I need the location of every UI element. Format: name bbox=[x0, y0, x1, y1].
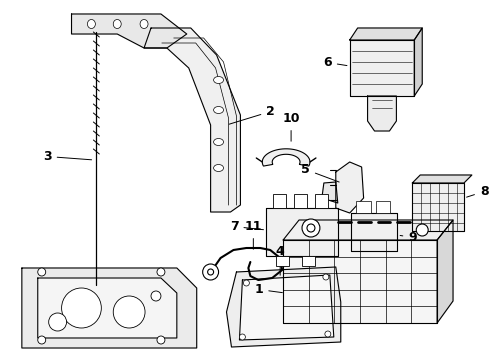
Circle shape bbox=[49, 313, 67, 331]
Ellipse shape bbox=[214, 107, 223, 113]
Circle shape bbox=[307, 224, 315, 232]
Circle shape bbox=[38, 336, 46, 344]
Polygon shape bbox=[351, 213, 397, 251]
Circle shape bbox=[302, 219, 320, 237]
Text: 2: 2 bbox=[229, 105, 275, 124]
Circle shape bbox=[208, 269, 214, 275]
Polygon shape bbox=[240, 275, 334, 340]
Bar bbox=[294, 194, 307, 208]
Polygon shape bbox=[144, 28, 241, 212]
Bar bbox=[315, 194, 328, 208]
Circle shape bbox=[157, 336, 165, 344]
Text: 4: 4 bbox=[276, 245, 285, 275]
Text: 6: 6 bbox=[323, 56, 347, 69]
Polygon shape bbox=[322, 182, 338, 203]
Ellipse shape bbox=[214, 139, 223, 145]
Text: 8: 8 bbox=[466, 185, 489, 198]
Bar bbox=[375, 201, 391, 213]
Circle shape bbox=[323, 274, 329, 280]
Circle shape bbox=[157, 268, 165, 276]
Polygon shape bbox=[22, 268, 196, 348]
Circle shape bbox=[240, 334, 245, 340]
Polygon shape bbox=[350, 40, 414, 96]
Ellipse shape bbox=[214, 165, 223, 171]
Polygon shape bbox=[437, 220, 453, 323]
Polygon shape bbox=[350, 28, 422, 40]
Polygon shape bbox=[414, 28, 422, 96]
Ellipse shape bbox=[113, 19, 121, 28]
Text: 1: 1 bbox=[254, 283, 282, 296]
Circle shape bbox=[113, 296, 145, 328]
Ellipse shape bbox=[140, 19, 148, 28]
Text: 9: 9 bbox=[400, 231, 417, 244]
Bar bbox=[273, 194, 286, 208]
Polygon shape bbox=[336, 162, 364, 213]
Text: 11: 11 bbox=[245, 220, 262, 249]
Text: 5: 5 bbox=[301, 163, 339, 182]
Polygon shape bbox=[412, 175, 472, 183]
Circle shape bbox=[38, 268, 46, 276]
Circle shape bbox=[416, 224, 428, 236]
Bar bbox=[302, 256, 315, 266]
Circle shape bbox=[244, 280, 249, 286]
Circle shape bbox=[325, 331, 331, 337]
Polygon shape bbox=[283, 240, 437, 323]
Ellipse shape bbox=[87, 19, 96, 28]
Polygon shape bbox=[226, 267, 341, 347]
Circle shape bbox=[203, 264, 219, 280]
Ellipse shape bbox=[214, 77, 223, 84]
Circle shape bbox=[62, 288, 101, 328]
Polygon shape bbox=[368, 96, 396, 131]
Bar bbox=[356, 201, 370, 213]
Polygon shape bbox=[412, 183, 464, 231]
Text: 10: 10 bbox=[282, 112, 300, 141]
Polygon shape bbox=[262, 149, 310, 166]
Text: 7: 7 bbox=[230, 220, 264, 233]
Polygon shape bbox=[283, 220, 453, 240]
Bar bbox=[276, 256, 289, 266]
Polygon shape bbox=[72, 14, 187, 48]
Text: 3: 3 bbox=[43, 150, 92, 163]
Circle shape bbox=[151, 291, 161, 301]
Polygon shape bbox=[38, 278, 177, 338]
Polygon shape bbox=[266, 208, 338, 256]
